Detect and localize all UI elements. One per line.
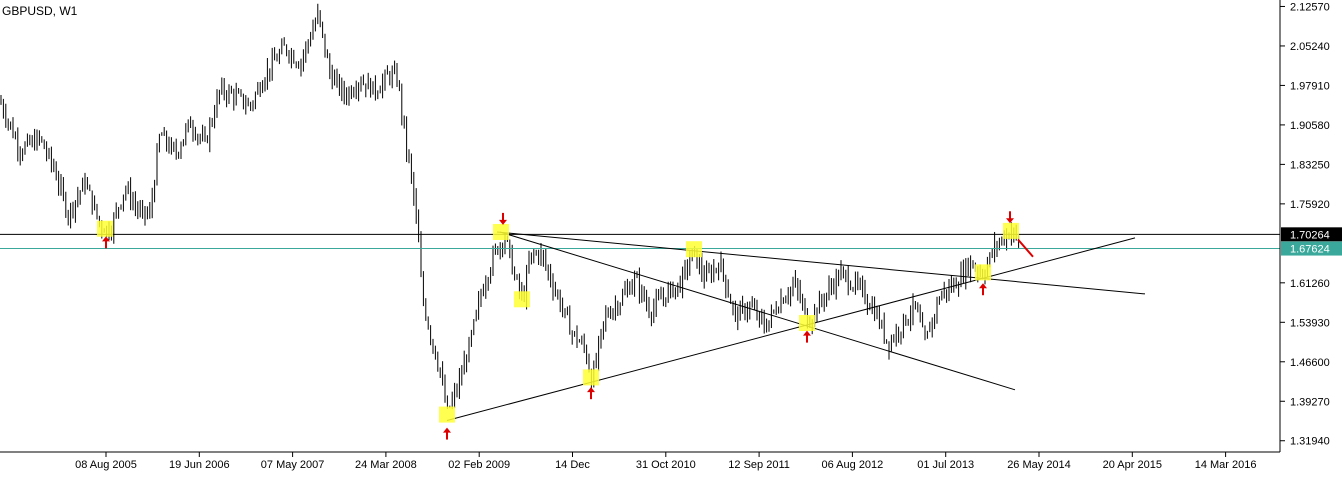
x-tick-label: 20 Apr 2015 <box>1103 459 1162 471</box>
price-level-label: 1.67624 <box>1290 244 1330 256</box>
y-tick-label: 2.12570 <box>1290 1 1330 13</box>
y-tick-label: 1.46600 <box>1290 357 1330 369</box>
x-tick-label: 24 Mar 2008 <box>355 459 417 471</box>
y-axis-labels: 2.12570 2.05240 1.97910 1.90580 1.83250 1.759… <box>1280 1 1330 448</box>
up-arrow-head <box>979 283 987 289</box>
x-tick-label: 07 May 2007 <box>261 459 325 471</box>
y-tick-label: 1.39270 <box>1290 396 1330 408</box>
price-levels <box>0 233 1280 250</box>
price-level-label: 1.70264 <box>1290 229 1330 241</box>
x-tick-label: 01 Jul 2013 <box>917 459 974 471</box>
up-arrow-head <box>587 387 595 393</box>
up-arrow-head <box>443 427 451 433</box>
highlight-box <box>514 291 530 308</box>
trend-line <box>499 231 1016 391</box>
x-tick-label: 06 Aug 2012 <box>822 459 884 471</box>
highlight-box <box>975 264 991 281</box>
price-level-tags: 1.70264 1.67624 <box>1281 227 1342 256</box>
y-tick-label: 1.97910 <box>1290 80 1330 92</box>
down-arrow-head <box>1006 218 1014 224</box>
x-tick-label: 19 Jun 2006 <box>169 459 230 471</box>
highlight-box <box>686 241 702 258</box>
x-tick-label: 14 Dec <box>555 459 590 471</box>
x-tick-label: 08 Aug 2005 <box>75 459 137 471</box>
highlight-box <box>1003 222 1019 239</box>
y-tick-label: 1.90580 <box>1290 120 1330 132</box>
y-tick-label: 1.31940 <box>1290 436 1330 448</box>
trend-line <box>496 231 1146 295</box>
down-arrow-head <box>499 219 507 225</box>
highlight-boxes <box>97 220 1019 423</box>
up-arrow-head <box>803 330 811 336</box>
ohlc-bars <box>0 3 1020 409</box>
highlight-box <box>493 223 509 240</box>
up-arrow-head <box>102 236 110 242</box>
price-level-tag <box>1281 241 1342 256</box>
trend-lines <box>446 231 1146 421</box>
y-tick-label: 1.75920 <box>1290 199 1330 211</box>
x-tick-label: 31 Oct 2010 <box>636 459 696 471</box>
x-tick-label: 26 May 2014 <box>1007 459 1071 471</box>
price-level-tag <box>1281 227 1342 242</box>
axes <box>0 0 1281 453</box>
chart-title: GBPUSD, W1 <box>2 4 78 18</box>
x-tick-label: 02 Feb 2009 <box>448 459 510 471</box>
x-axis-labels: 08 Aug 2005 19 Jun 2006 07 May 2007 24 Mar … <box>75 452 1256 471</box>
signal-arrows <box>102 211 1034 440</box>
y-tick-label: 1.53930 <box>1290 317 1330 329</box>
y-tick-label: 2.05240 <box>1290 41 1330 53</box>
highlight-box <box>439 406 455 423</box>
y-tick-label: 1.61260 <box>1290 278 1330 290</box>
highlight-box <box>583 369 599 386</box>
trend-line <box>446 237 1136 421</box>
x-tick-label: 14 Mar 2016 <box>1195 459 1257 471</box>
y-tick-label: 1.83250 <box>1290 159 1330 171</box>
highlight-box <box>799 315 815 332</box>
highlight-box <box>97 220 113 237</box>
x-tick-label: 12 Sep 2011 <box>728 459 790 471</box>
projection-arrow <box>1017 238 1034 258</box>
